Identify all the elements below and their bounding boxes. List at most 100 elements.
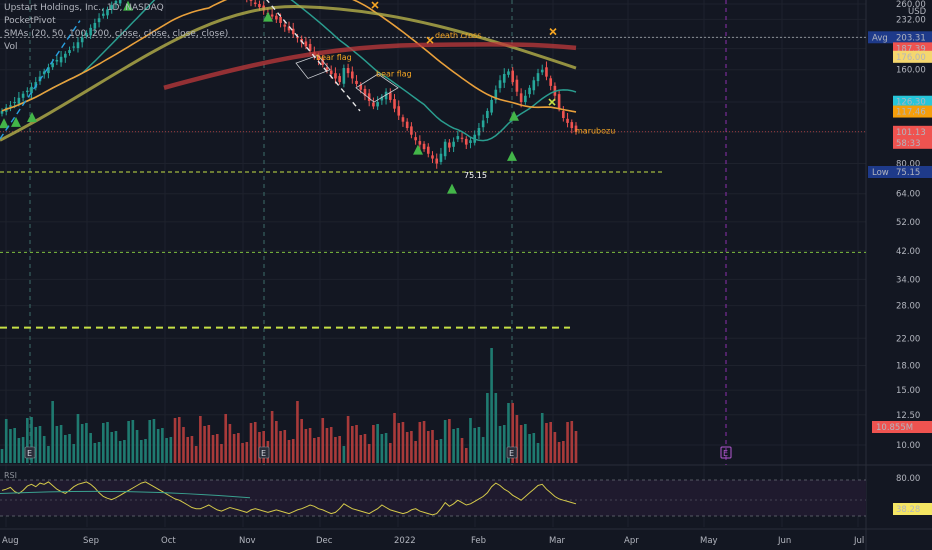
volume-bar-77 [325, 428, 329, 463]
volume-bar-127 [536, 443, 540, 463]
price-badge-bg-5 [893, 125, 932, 138]
price-badge-5: 101.13 [896, 128, 926, 138]
earnings-marker-label-2: E [509, 449, 514, 458]
volume-bar-92 [388, 443, 392, 463]
volume-bar-91 [384, 433, 388, 463]
y-tick-1: 232.00 [896, 15, 926, 25]
volume-bar-89 [376, 424, 379, 463]
volume-bar-20 [85, 423, 88, 463]
volume-bar-106 [448, 419, 451, 463]
volume-bar-46 [194, 446, 198, 463]
price-badge-4: 117.46 [896, 108, 926, 118]
y-tick-18: 18.00 [896, 361, 920, 371]
volume-bar-54 [228, 424, 232, 463]
future-earnings-marker [720, 446, 732, 459]
volume-bar-40 [169, 437, 173, 463]
earnings-marker-label-1: E [261, 449, 266, 458]
candle-body-83 [351, 71, 354, 79]
price-badge-1: 187.39 [896, 44, 926, 54]
volume-bar-35 [148, 420, 152, 463]
volume-bar-16 [68, 434, 71, 463]
candle-body-109 [460, 137, 464, 139]
pocket-pivot-marker-5 [413, 144, 423, 155]
candle-body-126 [532, 80, 536, 91]
currency-label: USD [908, 7, 927, 17]
volume-bar-71 [300, 419, 303, 463]
price-badge-bg-6 [893, 136, 932, 149]
volume-bar-59 [249, 423, 253, 463]
x-tick-3: Nov [239, 536, 256, 546]
volume-bar-48 [203, 426, 206, 463]
candle-body-102 [431, 155, 434, 159]
volume-bar-74 [313, 438, 316, 463]
candle-body-4 [17, 97, 21, 104]
candle-body-133 [562, 111, 565, 118]
volume-bar-9 [38, 426, 42, 463]
pocket-pivot-marker-4 [263, 11, 273, 22]
candle-body-116 [490, 99, 493, 113]
cross-marker-3 [548, 98, 556, 106]
volume-bar-25 [106, 422, 109, 463]
candle-body-136 [574, 125, 578, 132]
volume-bar-22 [93, 443, 97, 463]
volume-bar-110 [464, 448, 468, 463]
candle-body-16 [68, 50, 71, 53]
volume-bar-30 [127, 421, 130, 463]
candle-body-100 [422, 143, 426, 150]
volume-bar-87 [367, 444, 371, 463]
bear-flag-channel-2 [355, 73, 399, 103]
volume-bar-102 [431, 430, 434, 463]
candle-body-121 [511, 70, 514, 83]
candle-body-10 [42, 71, 46, 75]
y-tick-16: 28.00 [896, 302, 920, 312]
pocket-pivot-marker-2 [27, 111, 37, 122]
volume-bar-50 [211, 435, 215, 463]
candle-body-106 [448, 142, 451, 148]
volume-bar-52 [220, 444, 223, 463]
x-tick-0: Aug [2, 536, 19, 546]
candle-body-92 [388, 92, 392, 100]
candle-body-103 [435, 158, 439, 164]
rsi-badge-bg [893, 503, 932, 515]
candle-body-128 [540, 69, 544, 73]
volume-bar-42 [177, 417, 181, 463]
volume-bar-123 [519, 425, 523, 463]
earnings-marker-2 [506, 446, 518, 459]
pocket-pivot-marker-6 [447, 183, 457, 194]
candle-body-96 [405, 121, 409, 129]
volume-bar-130 [549, 422, 552, 463]
price-badge-bg-0 [893, 31, 932, 44]
candle-body-119 [502, 74, 506, 83]
price-badge-3: 126.30 [896, 98, 926, 108]
volume-bar-12 [51, 401, 54, 463]
candle-body-24 [101, 13, 105, 16]
candle-body-94 [397, 106, 401, 116]
x-tick-7: Mar [549, 536, 566, 546]
volume-bar-3 [13, 428, 16, 463]
volume-bar-100 [422, 421, 426, 463]
earnings-marker-0 [24, 446, 36, 459]
candle-body-25 [106, 9, 109, 16]
sma-100-line [0, 5, 577, 142]
volume-bar-131 [553, 432, 557, 463]
rsi-tick-80: 80.00 [896, 474, 920, 484]
candle-body-91 [384, 91, 388, 100]
volume-bar-125 [528, 434, 531, 463]
volume-bar-93 [393, 413, 396, 463]
volume-bar-107 [452, 429, 455, 463]
y-tick-5: 160.00 [896, 66, 926, 76]
candle-body-22 [93, 22, 97, 29]
volume-bar-18 [76, 414, 80, 463]
candle-body-115 [486, 110, 489, 119]
candle-body-27 [114, 0, 118, 4]
volume-bar-129 [545, 423, 548, 463]
badge-label-0: Avg [872, 33, 888, 43]
pocket-pivot-marker-3 [123, 0, 133, 11]
volume-bar-114 [481, 437, 485, 463]
volume-bar-90 [380, 434, 384, 463]
volume-bar-118 [498, 426, 502, 463]
volume-bar-2 [9, 429, 12, 463]
